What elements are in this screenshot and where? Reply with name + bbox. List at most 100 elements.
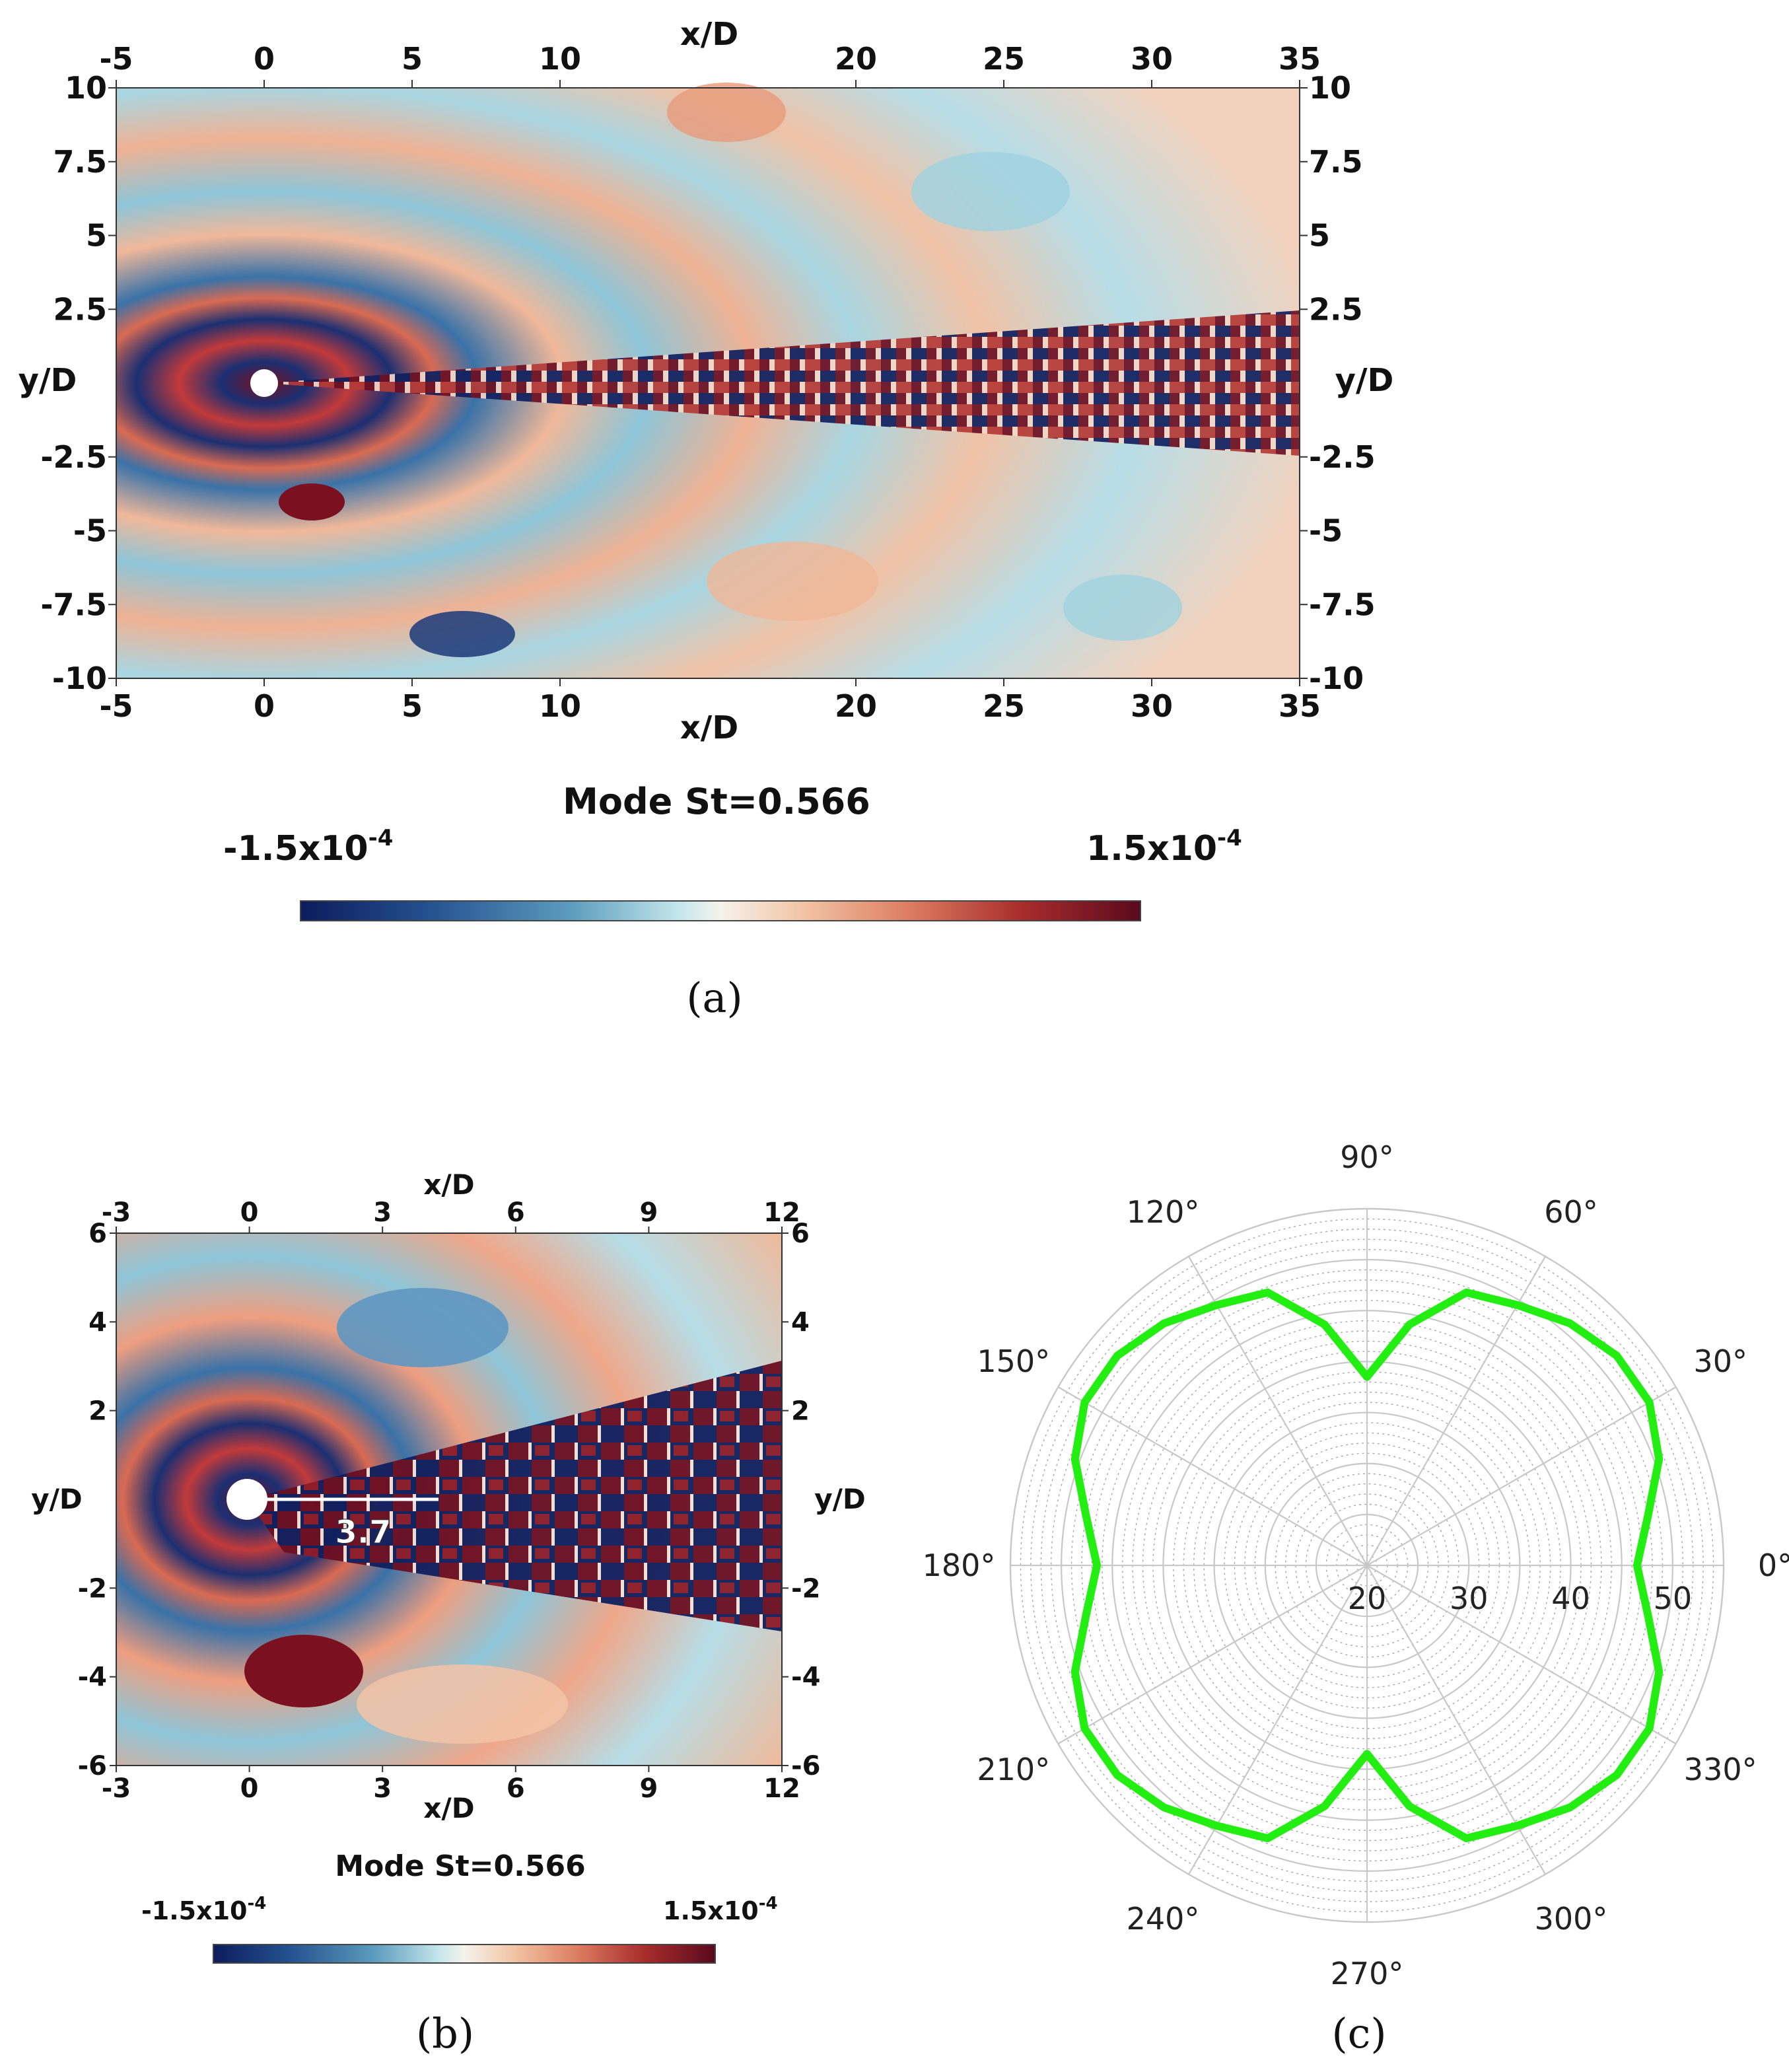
y-tick-label-a-right: -2.5	[1309, 439, 1376, 475]
colorbar-a-title: Mode St=0.566	[563, 781, 870, 822]
polar-radial-label: 40	[1551, 1581, 1590, 1616]
polar-plot: 0° 30° 60° 90° 120° 150° 180° 210° 240° 270° 300° 3…	[923, 1139, 1789, 1991]
x-tick-label-a-bottom: 35	[1279, 688, 1321, 724]
y-tick-label-a-left: -10	[52, 661, 107, 696]
polar-angle-label: 270°	[1331, 1956, 1404, 1991]
y-tick-label-b-left: -2	[78, 1573, 107, 1604]
y-tick-label-a-left: 2.5	[53, 291, 108, 327]
colorbar-a-max-label: 1.5x10-4	[1086, 825, 1242, 869]
y-axis-label-b-left: y/D	[31, 1483, 83, 1515]
cylinder-b	[227, 1479, 267, 1520]
x-tick-label-a-top: 0	[254, 41, 275, 77]
polar-angle-label: 30°	[1693, 1343, 1747, 1379]
y-axis-label-a-right: y/D	[1335, 362, 1394, 399]
x-tick-label-a-top: 30	[1131, 41, 1173, 77]
polar-radial-label: 50	[1654, 1581, 1693, 1616]
y-tick-label-a-left: 10	[65, 70, 107, 106]
y-tick-label-b-left: -4	[78, 1662, 107, 1693]
x-tick-label-a-bottom: 5	[402, 688, 423, 724]
x-axis-label-b-bottom: x/D	[423, 1792, 474, 1824]
x-tick-label-a-bottom: -5	[99, 688, 133, 724]
x-tick-label-a-top: -5	[99, 41, 133, 77]
x-tick-label-b-bottom: 3	[373, 1773, 392, 1804]
colorbar-a	[300, 900, 1141, 921]
caption-b: (b)	[416, 2009, 474, 2057]
y-tick-label-b-right: 2	[791, 1396, 810, 1427]
x-tick-label-a-top: 10	[539, 41, 581, 77]
polar-angle-label: 0°	[1758, 1548, 1789, 1583]
x-tick-label-b-bottom: 6	[507, 1773, 525, 1804]
x-tick-label-b-top: 3	[373, 1197, 392, 1228]
polar-angle-label: 330°	[1684, 1752, 1757, 1787]
polar-spoke	[1366, 1386, 1677, 1566]
y-tick-label-a-right: -7.5	[1309, 587, 1376, 622]
y-tick-label-b-right: 4	[791, 1307, 810, 1338]
cylinder-a	[250, 369, 278, 397]
polar-angle-label: 120°	[1127, 1194, 1200, 1230]
x-tick-label-b-bottom: 9	[639, 1773, 658, 1804]
y-tick-label-a-left: -2.5	[40, 439, 107, 475]
heatmap-b-wake	[247, 1361, 782, 1631]
polar-angle-label: 300°	[1535, 1901, 1608, 1937]
x-axis-label-a-bottom: x/D	[680, 709, 738, 746]
y-tick-label-a-right: 7.5	[1309, 144, 1363, 180]
x-tick-label-b-top: 9	[639, 1197, 658, 1228]
polar-spoke	[1366, 1565, 1677, 1744]
y-tick-label-b-right: 6	[791, 1219, 810, 1249]
x-tick-label-a-bottom: 25	[983, 688, 1025, 724]
colorbar-a-min-label: -1.5x10-4	[223, 825, 393, 869]
heatmap-b-field: 3.7	[116, 1232, 783, 1766]
x-tick-label-b-bottom: -3	[102, 1773, 131, 1804]
y-tick-label-a-right: -10	[1309, 661, 1364, 696]
y-tick-label-b-left: 4	[88, 1307, 107, 1338]
heatmap-b-frame	[116, 1232, 783, 1766]
colorbar-b-title: Mode St=0.566	[335, 1849, 585, 1883]
polar-radial-label: 20	[1348, 1581, 1387, 1616]
x-tick-label-a-top: 25	[983, 41, 1025, 77]
heatmap-a-field	[116, 83, 1300, 679]
y-tick-label-a-left: -7.5	[40, 587, 107, 622]
colorbar-b-min-label: -1.5x10-4	[141, 1894, 266, 1925]
x-tick-label-a-top: 35	[1279, 41, 1321, 77]
polar-angle-label: 210°	[977, 1752, 1050, 1787]
polar-angle-label: 240°	[1127, 1901, 1200, 1937]
polar-series-line	[1070, 1288, 1664, 1843]
y-tick-label-b-right: -6	[791, 1751, 820, 1781]
polar-angle-label: 180°	[923, 1548, 996, 1583]
y-tick-label-b-right: -2	[791, 1573, 820, 1604]
polar-angle-label: 90°	[1340, 1139, 1394, 1175]
x-tick-label-a-bottom: 20	[835, 688, 877, 724]
x-tick-label-b-top: -3	[102, 1197, 131, 1228]
polar-radial-label: 30	[1450, 1581, 1489, 1616]
x-tick-label-a-bottom: 10	[539, 688, 581, 724]
x-tick-label-a-top: 20	[835, 41, 877, 77]
polar-angle-label: 150°	[977, 1343, 1050, 1379]
y-tick-label-b-right: -4	[791, 1662, 820, 1693]
caption-a: (a)	[686, 974, 742, 1022]
panel-c: 0° 30° 60° 90° 120° 150° 180° 210° 240° 270° 300° 3…	[923, 1139, 1789, 2057]
y-tick-label-b-left: -6	[78, 1751, 107, 1781]
y-tick-label-a-right: 5	[1309, 218, 1330, 254]
x-tick-label-b-top: 0	[240, 1197, 259, 1228]
y-tick-label-a-left: -5	[73, 513, 107, 549]
y-tick-label-b-left: 2	[88, 1396, 107, 1427]
x-tick-label-b-top: 6	[507, 1197, 525, 1228]
y-tick-label-b-left: 6	[88, 1219, 107, 1249]
y-axis-label-b-right: y/D	[814, 1483, 866, 1515]
x-tick-label-a-top: 5	[402, 41, 423, 77]
x-tick-label-b-top: 12	[763, 1197, 800, 1228]
x-axis-label-b-top: x/D	[423, 1168, 474, 1201]
colorbar-b-max-label: 1.5x10-4	[663, 1894, 778, 1925]
polar-angle-label: 60°	[1544, 1194, 1598, 1230]
x-tick-label-a-bottom: 0	[254, 688, 275, 724]
heatmap-a-wake	[264, 310, 1300, 456]
y-tick-label-a-right: 10	[1309, 70, 1351, 106]
y-tick-label-a-left: 5	[86, 218, 107, 254]
polar-spoke	[1057, 1565, 1368, 1744]
y-tick-label-a-right: 2.5	[1309, 291, 1363, 327]
